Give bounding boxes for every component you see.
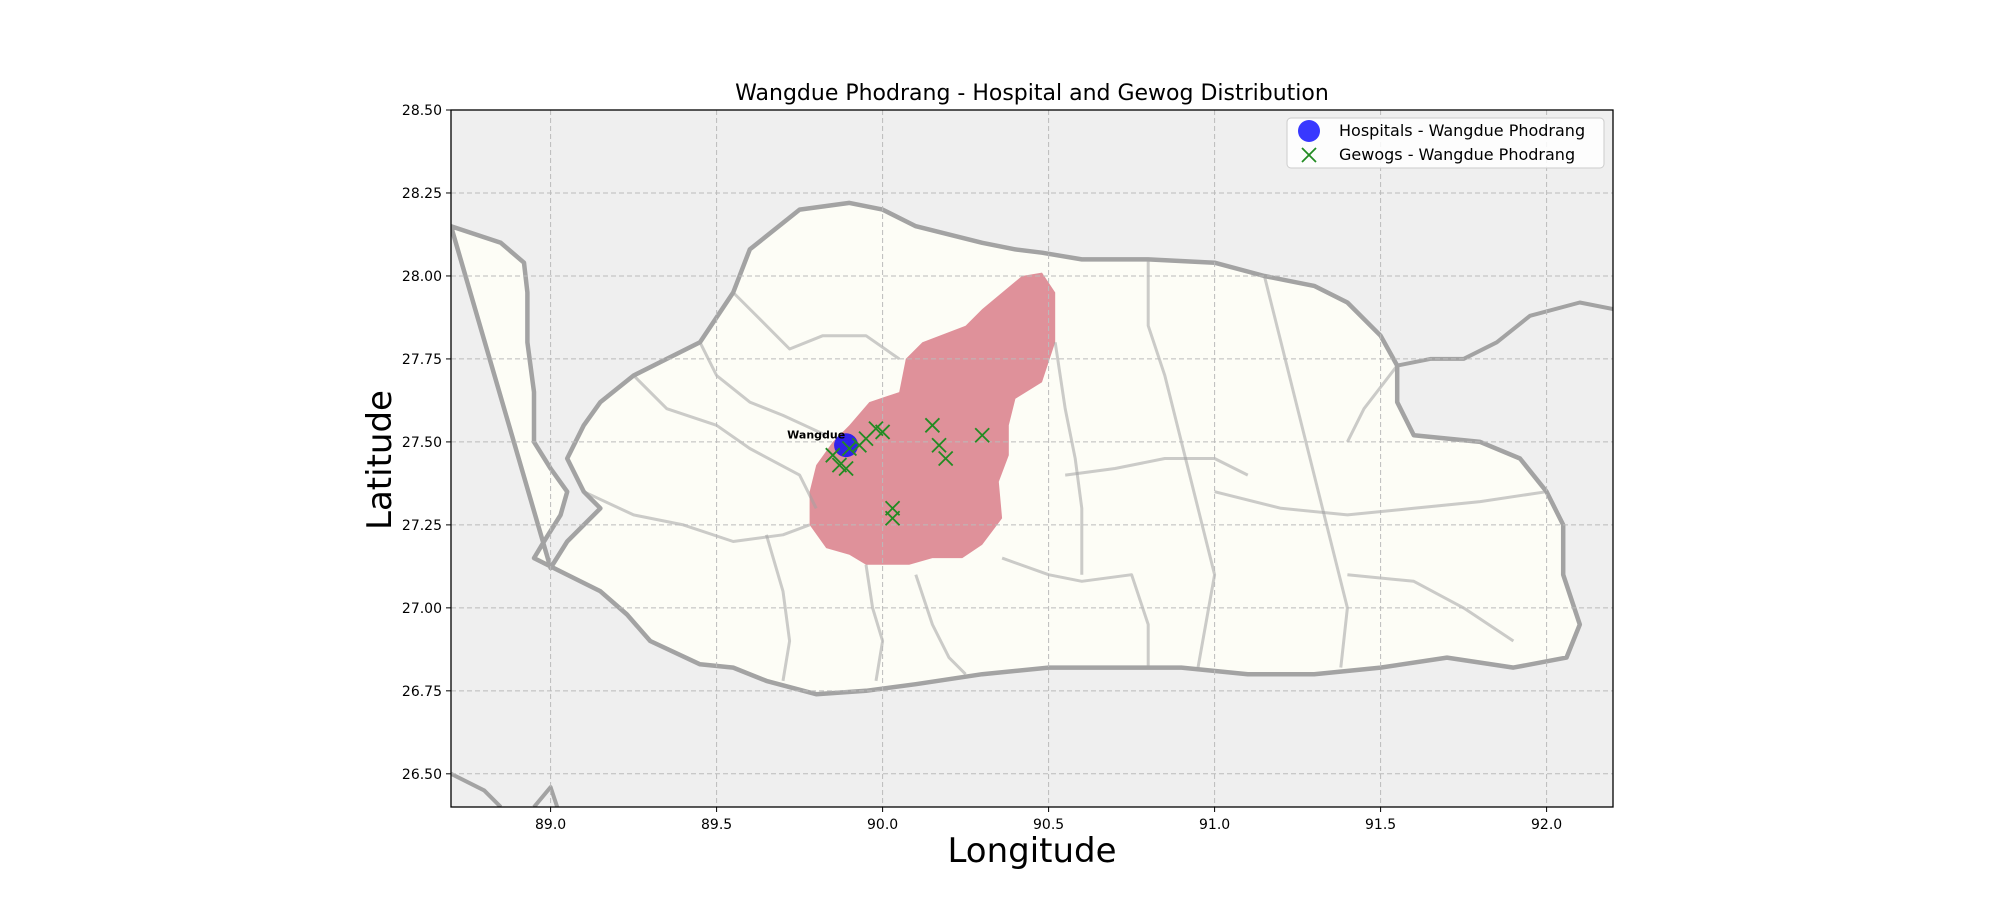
legend-hospital-label: Hospitals - Wangdue Phodrang	[1339, 121, 1585, 140]
district-border-8	[1053, 342, 1084, 575]
grid-lines	[451, 110, 1613, 807]
map-layer	[451, 200, 1613, 807]
gewog-point-2	[838, 460, 854, 477]
district-border-3	[583, 490, 811, 543]
legend-box	[1286, 117, 1605, 169]
y-axis-label: Latitude	[360, 390, 400, 530]
y-tick-label: 28.50	[402, 103, 442, 119]
gewog-point-0	[825, 447, 841, 463]
x-stroke	[825, 447, 841, 463]
x-axis-label: Longitude	[947, 831, 1116, 871]
y-tick-label: 28.00	[402, 269, 442, 285]
gewog-point-12	[938, 450, 954, 467]
chart-title: Wangdue Phodrang - Hospital and Gewog Di…	[735, 81, 1329, 106]
legend-gewog-label: Gewogs - Wangdue Phodrang	[1339, 145, 1575, 164]
legend-gewog-marker	[1301, 147, 1317, 163]
gewog-point-3	[841, 440, 858, 457]
x-tick-label: 90.0	[867, 817, 898, 833]
x-stroke	[1301, 147, 1317, 163]
district-border-0	[732, 291, 901, 361]
x-tick-label: 91.0	[1199, 817, 1230, 833]
gewog-point-13	[974, 427, 990, 443]
gewog-point-11	[931, 437, 947, 453]
district-border-7	[1001, 556, 1150, 668]
y-tick-label: 27.50	[402, 435, 442, 451]
neighbor-border-2	[532, 785, 560, 807]
y-tick-label: 27.25	[402, 518, 442, 534]
x-stroke	[924, 417, 941, 433]
gewog-point-10	[924, 417, 941, 433]
country-border	[451, 200, 1583, 697]
x-tick-label: 92.0	[1531, 817, 1562, 833]
legend-x-marker	[1301, 147, 1317, 163]
y-tick-label: 27.75	[402, 352, 442, 368]
district-border-4	[764, 534, 792, 682]
x-tick-label: 91.5	[1365, 817, 1396, 833]
x-stroke	[974, 427, 990, 443]
plot-frame	[450, 109, 1614, 808]
x-stroke	[841, 440, 858, 457]
x-tick-label: 89.5	[701, 817, 732, 833]
x-stroke	[868, 420, 884, 437]
data-points: Wangdue	[787, 417, 990, 526]
x-stroke	[931, 437, 947, 453]
wangdue-phodrang-region	[809, 272, 1056, 565]
x-tick-label: 90.5	[1033, 817, 1064, 833]
axis-ticks: 89.0 89.5 90.0 90.5 91.0 91.5 92.0 26.50 26.75 27…	[402, 103, 1562, 833]
district-border-13	[1346, 364, 1399, 443]
district-border-6	[914, 574, 967, 676]
x-tick-label: 89.0	[535, 817, 566, 833]
x-stroke	[884, 510, 901, 526]
district-border-5	[864, 564, 885, 682]
district-border-1	[632, 374, 818, 509]
legend-hospital-marker	[1298, 120, 1320, 142]
x-stroke	[874, 424, 891, 440]
district-border-2	[698, 341, 827, 437]
neighbor-border-1	[451, 772, 503, 807]
x-stroke	[938, 450, 954, 467]
gewog-point-7	[874, 424, 891, 440]
district-border-9	[1065, 457, 1249, 477]
hospital-annotation: Wangdue	[787, 429, 845, 442]
country-fill	[451, 202, 1580, 695]
y-tick-label: 27.00	[402, 601, 442, 617]
x-stroke	[831, 457, 848, 473]
y-tick-label: 28.25	[402, 186, 442, 202]
x-stroke	[838, 460, 854, 477]
legend: Hospitals - Wangdue Phodrang Gewogs - Wa…	[1286, 117, 1605, 169]
gewog-point-9	[884, 510, 901, 526]
y-tick-label: 26.75	[402, 684, 442, 700]
y-tick-label: 26.50	[402, 767, 442, 783]
